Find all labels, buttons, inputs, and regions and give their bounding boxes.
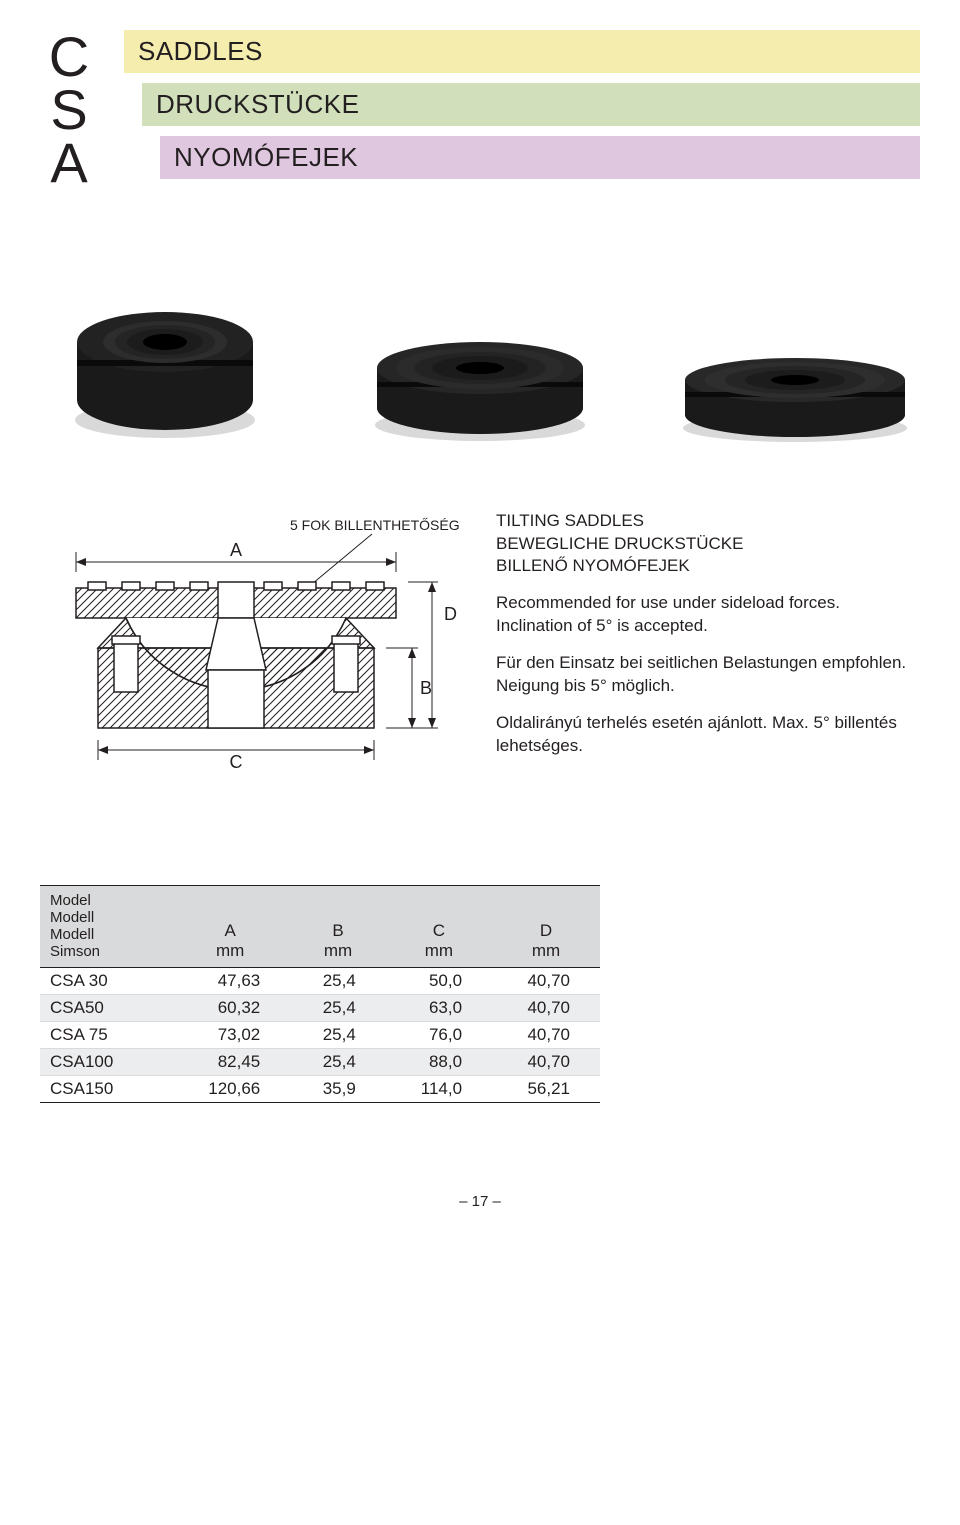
spec-table-body: CSA 3047,6325,450,040,70CSA5060,3225,463… [40, 967, 600, 1102]
cell-c: 76,0 [386, 1021, 492, 1048]
col-header-model-l1: Model [50, 892, 160, 909]
product-photo-2 [355, 250, 605, 450]
cell-b: 25,4 [290, 1048, 386, 1075]
col-header-d: D [502, 921, 590, 941]
table-row: CSA 7573,0225,476,040,70 [40, 1021, 600, 1048]
desc-paragraph-de: Für den Einsatz bei seitlichen Belastung… [496, 652, 920, 698]
code-line-1: C [40, 30, 100, 83]
cell-model: CSA150 [40, 1075, 170, 1102]
col-header-b: B [300, 921, 376, 941]
cell-d: 40,70 [492, 1021, 600, 1048]
col-header-c-unit: mm [396, 941, 482, 961]
desc-heading-de: BEWEGLICHE DRUCKSTÜCKE [496, 533, 920, 556]
col-header-d-unit: mm [502, 941, 590, 961]
cell-d: 40,70 [492, 967, 600, 994]
cell-model: CSA 75 [40, 1021, 170, 1048]
desc-heading-hu: BILLENŐ NYOMÓFEJEK [496, 555, 920, 578]
desc-heading-en: TILTING SADDLES [496, 510, 920, 533]
product-photos-row [40, 250, 920, 450]
cell-d: 40,70 [492, 994, 600, 1021]
diagram-callout: 5 FOK BILLENTHETŐSÉG [290, 517, 460, 533]
col-header-b-unit: mm [300, 941, 376, 961]
cell-b: 35,9 [290, 1075, 386, 1102]
col-header-c: C [396, 921, 482, 941]
table-row: CSA5060,3225,463,040,70 [40, 994, 600, 1021]
col-header-a-unit: mm [180, 941, 280, 961]
desc-paragraph-hu: Oldalirányú terhelés esetén ajánlott. Ma… [496, 712, 920, 758]
table-row: CSA10082,4525,488,040,70 [40, 1048, 600, 1075]
spec-table: Model Modell Modell Simson A mm B mm [40, 885, 600, 1103]
title-de: DRUCKSTÜCKE [142, 83, 920, 126]
cell-model: CSA50 [40, 994, 170, 1021]
cell-b: 25,4 [290, 994, 386, 1021]
cell-b: 25,4 [290, 1021, 386, 1048]
cell-c: 114,0 [386, 1075, 492, 1102]
col-header-model: Model Modell Modell Simson [50, 892, 160, 961]
description-column: 5 FOK BILLENTHETŐSÉG TILTING SADDLES BEW… [496, 510, 920, 772]
product-photo-3 [670, 250, 920, 450]
cell-model: CSA100 [40, 1048, 170, 1075]
cell-a: 73,02 [170, 1021, 290, 1048]
cell-b: 25,4 [290, 967, 386, 994]
cell-d: 56,21 [492, 1075, 600, 1102]
dim-label-d: D [444, 604, 457, 624]
spec-table-wrap: Model Modell Modell Simson A mm B mm [40, 885, 600, 1103]
product-photo-1 [40, 250, 290, 450]
code-line-3: A [40, 136, 100, 189]
desc-paragraph-en: Recommended for use under sideload force… [496, 592, 920, 638]
dim-label-a: A [230, 540, 242, 560]
col-header-model-l3: Modell [50, 926, 160, 943]
code-line-2: S [40, 83, 100, 136]
cell-a: 120,66 [170, 1075, 290, 1102]
cell-a: 47,63 [170, 967, 290, 994]
product-code-vertical: C S A [40, 30, 100, 190]
technical-diagram: A 5 FOK BILLENTHETŐSÉG [40, 510, 460, 815]
page-number: – 17 – [40, 1193, 920, 1210]
col-header-a: A [180, 921, 280, 941]
col-header-model-l4: Simson [50, 943, 160, 960]
cell-a: 82,45 [170, 1048, 290, 1075]
table-row: CSA 3047,6325,450,040,70 [40, 967, 600, 994]
cell-c: 63,0 [386, 994, 492, 1021]
cell-c: 50,0 [386, 967, 492, 994]
cell-d: 40,70 [492, 1048, 600, 1075]
dim-label-c: C [230, 752, 243, 772]
dim-label-b: B [420, 678, 432, 698]
title-hu: NYOMÓFEJEK [160, 136, 920, 179]
cell-a: 60,32 [170, 994, 290, 1021]
title-bars: SADDLES DRUCKSTÜCKE NYOMÓFEJEK [124, 30, 920, 179]
cell-c: 88,0 [386, 1048, 492, 1075]
title-en: SADDLES [124, 30, 920, 73]
col-header-model-l2: Modell [50, 909, 160, 926]
table-row: CSA150120,6635,9114,056,21 [40, 1075, 600, 1102]
cell-model: CSA 30 [40, 967, 170, 994]
